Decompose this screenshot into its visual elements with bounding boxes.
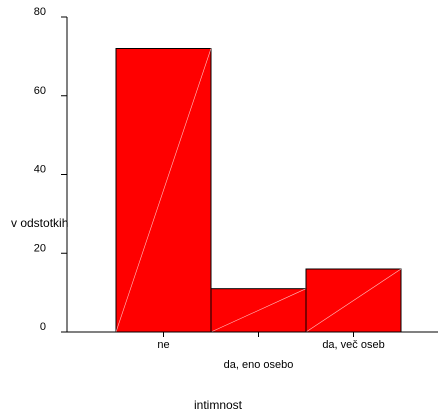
bar-highlight bbox=[210, 288, 307, 333]
x-axis-label: intimnost bbox=[194, 398, 243, 412]
y-tick-label: 80 bbox=[34, 6, 46, 18]
y-axis-label: v odstotkih bbox=[11, 216, 68, 230]
labels-layer: 0 20 40 60 80 ne da, eno osebo da, več oseb v od… bbox=[11, 6, 385, 412]
x-tick-label: da, eno osebo bbox=[224, 359, 294, 371]
y-tick-label: 40 bbox=[34, 164, 46, 176]
y-tick-label: 0 bbox=[40, 321, 46, 333]
bar-highlight bbox=[305, 268, 402, 333]
y-tick-label: 60 bbox=[34, 85, 46, 97]
bars-layer bbox=[115, 48, 402, 333]
x-tick-label: ne bbox=[157, 339, 169, 351]
y-tick-label: 20 bbox=[34, 242, 46, 254]
axes-layer bbox=[61, 16, 438, 337]
x-tick-label: da, več oseb bbox=[322, 339, 384, 351]
bar-highlight bbox=[115, 48, 212, 333]
